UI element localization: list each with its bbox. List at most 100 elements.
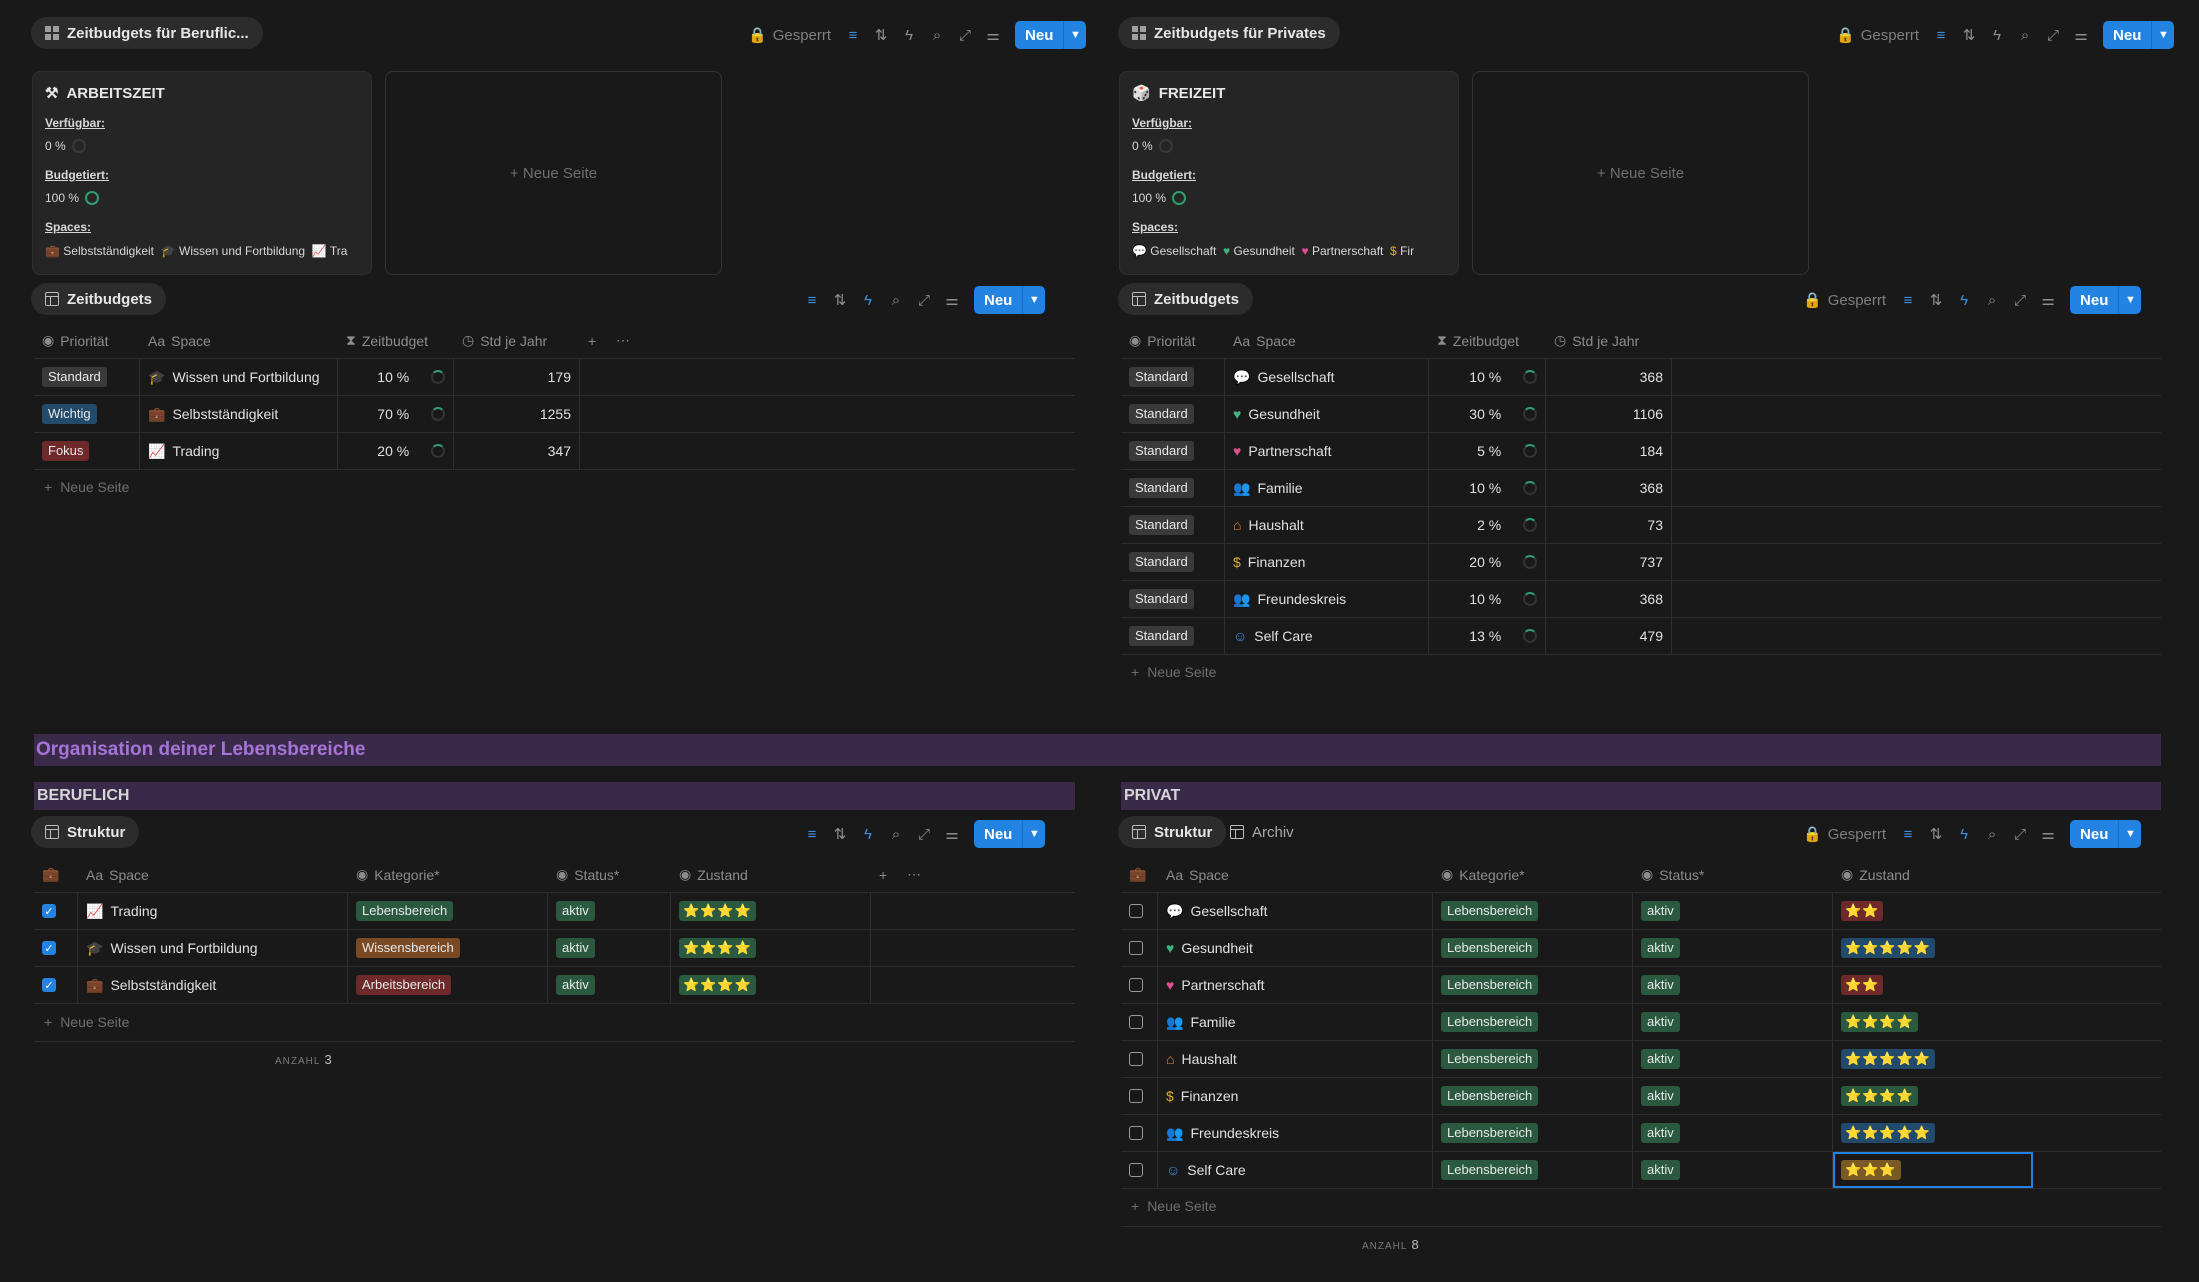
- table-row[interactable]: ♥ Partnerschaft Lebensbereich aktiv ⭐⭐: [1121, 967, 2161, 1004]
- new-button[interactable]: Neu ▼: [2070, 286, 2142, 314]
- chevron-down-icon[interactable]: ▼: [2151, 21, 2175, 49]
- gallery-card-arbeitszeit[interactable]: ⚒ ARBEITSZEIT Verfügbar: 0 % Budgetiert: …: [32, 71, 372, 275]
- table-row[interactable]: Wichtig 💼 Selbstständigkeit 70 % 1255: [34, 396, 1075, 433]
- new-page-row[interactable]: + Neue Seite: [1131, 664, 1217, 680]
- row-checkbox[interactable]: [1129, 1163, 1143, 1177]
- column-header-priority[interactable]: ◉ Priorität: [1129, 332, 1196, 349]
- table-row[interactable]: ♥ Gesundheit Lebensbereich aktiv ⭐⭐⭐⭐⭐: [1121, 930, 2161, 967]
- settings-icon[interactable]: ⚌: [986, 27, 1000, 44]
- settings-icon[interactable]: ⚌: [2041, 292, 2055, 309]
- sort-icon[interactable]: ⇅: [833, 826, 847, 843]
- new-button[interactable]: Neu ▼: [1015, 21, 1087, 49]
- automation-icon[interactable]: ϟ: [1960, 291, 1969, 309]
- tab-struktur[interactable]: Struktur: [1118, 816, 1227, 848]
- chevron-down-icon[interactable]: ▼: [2118, 286, 2142, 314]
- expand-icon[interactable]: ⤢: [2014, 825, 2027, 843]
- column-header-category[interactable]: ◉ Kategorie*: [1441, 866, 1525, 883]
- column-header-space[interactable]: Aa Space: [1233, 332, 1296, 349]
- column-header-checkbox[interactable]: 💼: [34, 857, 78, 892]
- table-row[interactable]: Standard ♥ Gesundheit 30 % 1106: [1121, 396, 2161, 433]
- row-checkbox[interactable]: [1129, 904, 1143, 918]
- row-checkbox[interactable]: [1129, 1052, 1143, 1066]
- new-button[interactable]: Neu ▼: [974, 820, 1046, 848]
- table-row[interactable]: ✓ 📈 Trading Lebensbereich aktiv ⭐⭐⭐⭐: [34, 893, 1075, 930]
- locked-indicator[interactable]: 🔒 Gesperrt: [748, 26, 832, 45]
- new-button[interactable]: Neu ▼: [2070, 820, 2142, 848]
- gallery-card-freizeit[interactable]: 🎲 FREIZEIT Verfügbar: 0 % Budgetiert: 100…: [1119, 71, 1459, 275]
- chevron-down-icon[interactable]: ▼: [1022, 820, 1046, 848]
- sort-icon[interactable]: ⇅: [874, 27, 888, 44]
- column-header-space[interactable]: Aa Space: [86, 866, 149, 883]
- table-row[interactable]: Standard 🎓 Wissen und Fortbildung 10 % 17…: [34, 359, 1075, 396]
- column-header-status[interactable]: ◉ Status*: [556, 866, 620, 883]
- table-row[interactable]: Standard 💬 Gesellschaft 10 % 368: [1121, 359, 2161, 396]
- search-icon[interactable]: ⌕: [1987, 825, 1997, 843]
- filter-icon[interactable]: ≡: [1903, 291, 1913, 309]
- row-checkbox[interactable]: [1129, 978, 1143, 992]
- search-icon[interactable]: ⌕: [932, 26, 942, 44]
- expand-icon[interactable]: ⤢: [959, 26, 972, 44]
- filter-icon[interactable]: ≡: [807, 291, 817, 309]
- table-row[interactable]: ✓ 💼 Selbstständigkeit Arbeitsbereich akti…: [34, 967, 1075, 1004]
- add-column-icon[interactable]: +: [879, 866, 888, 883]
- row-checkbox[interactable]: [1129, 1089, 1143, 1103]
- column-header-budget[interactable]: ⧗ Zeitbudget: [346, 332, 428, 349]
- tab-archiv[interactable]: Archiv: [1230, 816, 1294, 848]
- locked-indicator[interactable]: 🔒 Gesperrt: [1836, 26, 1920, 45]
- column-header-status[interactable]: ◉ Status*: [1641, 866, 1705, 883]
- column-header-hours[interactable]: ◷ Std je Jahr: [462, 332, 548, 349]
- settings-icon[interactable]: ⚌: [2074, 27, 2088, 44]
- automation-icon[interactable]: ϟ: [1960, 825, 1969, 843]
- row-checkbox[interactable]: ✓: [42, 978, 56, 992]
- new-page-card[interactable]: + Neue Seite: [1472, 71, 1809, 275]
- table-row[interactable]: Standard 👥 Familie 10 % 368: [1121, 470, 2161, 507]
- settings-icon[interactable]: ⚌: [2041, 826, 2055, 843]
- search-icon[interactable]: ⌕: [891, 825, 901, 843]
- selected-cell[interactable]: ⭐⭐⭐: [1833, 1152, 2033, 1188]
- settings-icon[interactable]: ⚌: [945, 826, 959, 843]
- chevron-down-icon[interactable]: ▼: [1063, 21, 1087, 49]
- table-row[interactable]: $ Finanzen Lebensbereich aktiv ⭐⭐⭐⭐: [1121, 1078, 2161, 1115]
- table-row[interactable]: 👥 Freundeskreis Lebensbereich aktiv ⭐⭐⭐⭐⭐: [1121, 1115, 2161, 1152]
- column-header-space[interactable]: Aa Space: [1166, 866, 1229, 883]
- search-icon[interactable]: ⌕: [1987, 291, 1997, 309]
- row-checkbox[interactable]: ✓: [42, 941, 56, 955]
- column-header-category[interactable]: ◉ Kategorie*: [356, 866, 440, 883]
- locked-indicator[interactable]: 🔒 Gesperrt: [1803, 291, 1887, 310]
- table-row[interactable]: ⌂ Haushalt Lebensbereich aktiv ⭐⭐⭐⭐⭐: [1121, 1041, 2161, 1078]
- table-row[interactable]: ✓ 🎓 Wissen und Fortbildung Wissensbereich…: [34, 930, 1075, 967]
- expand-icon[interactable]: ⤢: [917, 825, 930, 843]
- table-row[interactable]: Standard $ Finanzen 20 % 737: [1121, 544, 2161, 581]
- table-row[interactable]: ☺ Self Care Lebensbereich aktiv ⭐⭐⭐: [1121, 1152, 2161, 1189]
- table-row[interactable]: 👥 Familie Lebensbereich aktiv ⭐⭐⭐⭐: [1121, 1004, 2161, 1041]
- gallery-view-tab-beruflich[interactable]: Zeitbudgets für Beruflic...: [31, 17, 263, 49]
- automation-icon[interactable]: ϟ: [1993, 26, 2002, 44]
- column-header-priority[interactable]: ◉ Priorität: [42, 332, 109, 349]
- row-checkbox[interactable]: [1129, 941, 1143, 955]
- chevron-down-icon[interactable]: ▼: [1022, 286, 1046, 314]
- table-row[interactable]: Standard ⌂ Haushalt 2 % 73: [1121, 507, 2161, 544]
- tab-struktur[interactable]: Struktur: [31, 816, 140, 848]
- new-page-card[interactable]: + Neue Seite: [385, 71, 722, 275]
- settings-icon[interactable]: ⚌: [945, 292, 959, 309]
- automation-icon[interactable]: ϟ: [864, 825, 872, 843]
- column-header-condition[interactable]: ◉ Zustand: [1841, 866, 1910, 883]
- expand-icon[interactable]: ⤢: [917, 291, 930, 309]
- table-view-tab-zeitbudgets[interactable]: Zeitbudgets: [1118, 283, 1253, 315]
- row-checkbox[interactable]: [1129, 1126, 1143, 1140]
- new-button[interactable]: Neu ▼: [2103, 21, 2175, 49]
- table-row[interactable]: Standard 👥 Freundeskreis 10 % 368: [1121, 581, 2161, 618]
- table-view-tab-zeitbudgets[interactable]: Zeitbudgets: [31, 283, 166, 315]
- more-icon[interactable]: ⋯: [907, 866, 921, 882]
- automation-icon[interactable]: ϟ: [905, 26, 914, 44]
- column-header-checkbox[interactable]: 💼: [1121, 857, 1158, 892]
- column-header-budget[interactable]: ⧗ Zeitbudget: [1437, 332, 1519, 349]
- table-row[interactable]: Standard ☺ Self Care 13 % 479: [1121, 618, 2161, 655]
- sort-icon[interactable]: ⇅: [833, 292, 847, 309]
- sort-icon[interactable]: ⇅: [1962, 27, 1976, 44]
- column-header-hours[interactable]: ◷ Std je Jahr: [1554, 332, 1640, 349]
- column-header-space[interactable]: Aa Space: [148, 332, 211, 349]
- filter-icon[interactable]: ≡: [1936, 26, 1946, 44]
- automation-icon[interactable]: ϟ: [864, 291, 872, 309]
- locked-indicator[interactable]: 🔒 Gesperrt: [1803, 825, 1887, 844]
